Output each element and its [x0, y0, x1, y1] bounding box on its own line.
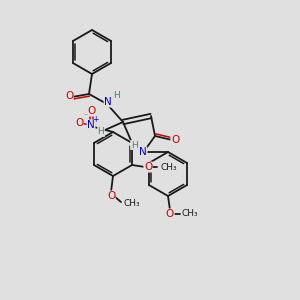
- Text: O: O: [144, 162, 152, 172]
- Text: ⁻: ⁻: [83, 112, 87, 121]
- Text: O: O: [75, 118, 83, 128]
- Text: H: H: [98, 128, 104, 136]
- Text: N: N: [87, 120, 95, 130]
- Text: O: O: [171, 135, 179, 145]
- Text: O: O: [107, 191, 115, 201]
- Text: H: H: [130, 140, 137, 149]
- Text: O: O: [65, 91, 73, 101]
- Text: CH₃: CH₃: [160, 163, 177, 172]
- Text: N: N: [139, 147, 147, 157]
- Text: CH₃: CH₃: [182, 209, 199, 218]
- Text: O: O: [87, 106, 95, 116]
- Text: +: +: [92, 115, 98, 124]
- Text: CH₃: CH₃: [124, 200, 141, 208]
- Text: N: N: [104, 97, 112, 107]
- Text: O: O: [166, 209, 174, 219]
- Text: H: H: [112, 92, 119, 100]
